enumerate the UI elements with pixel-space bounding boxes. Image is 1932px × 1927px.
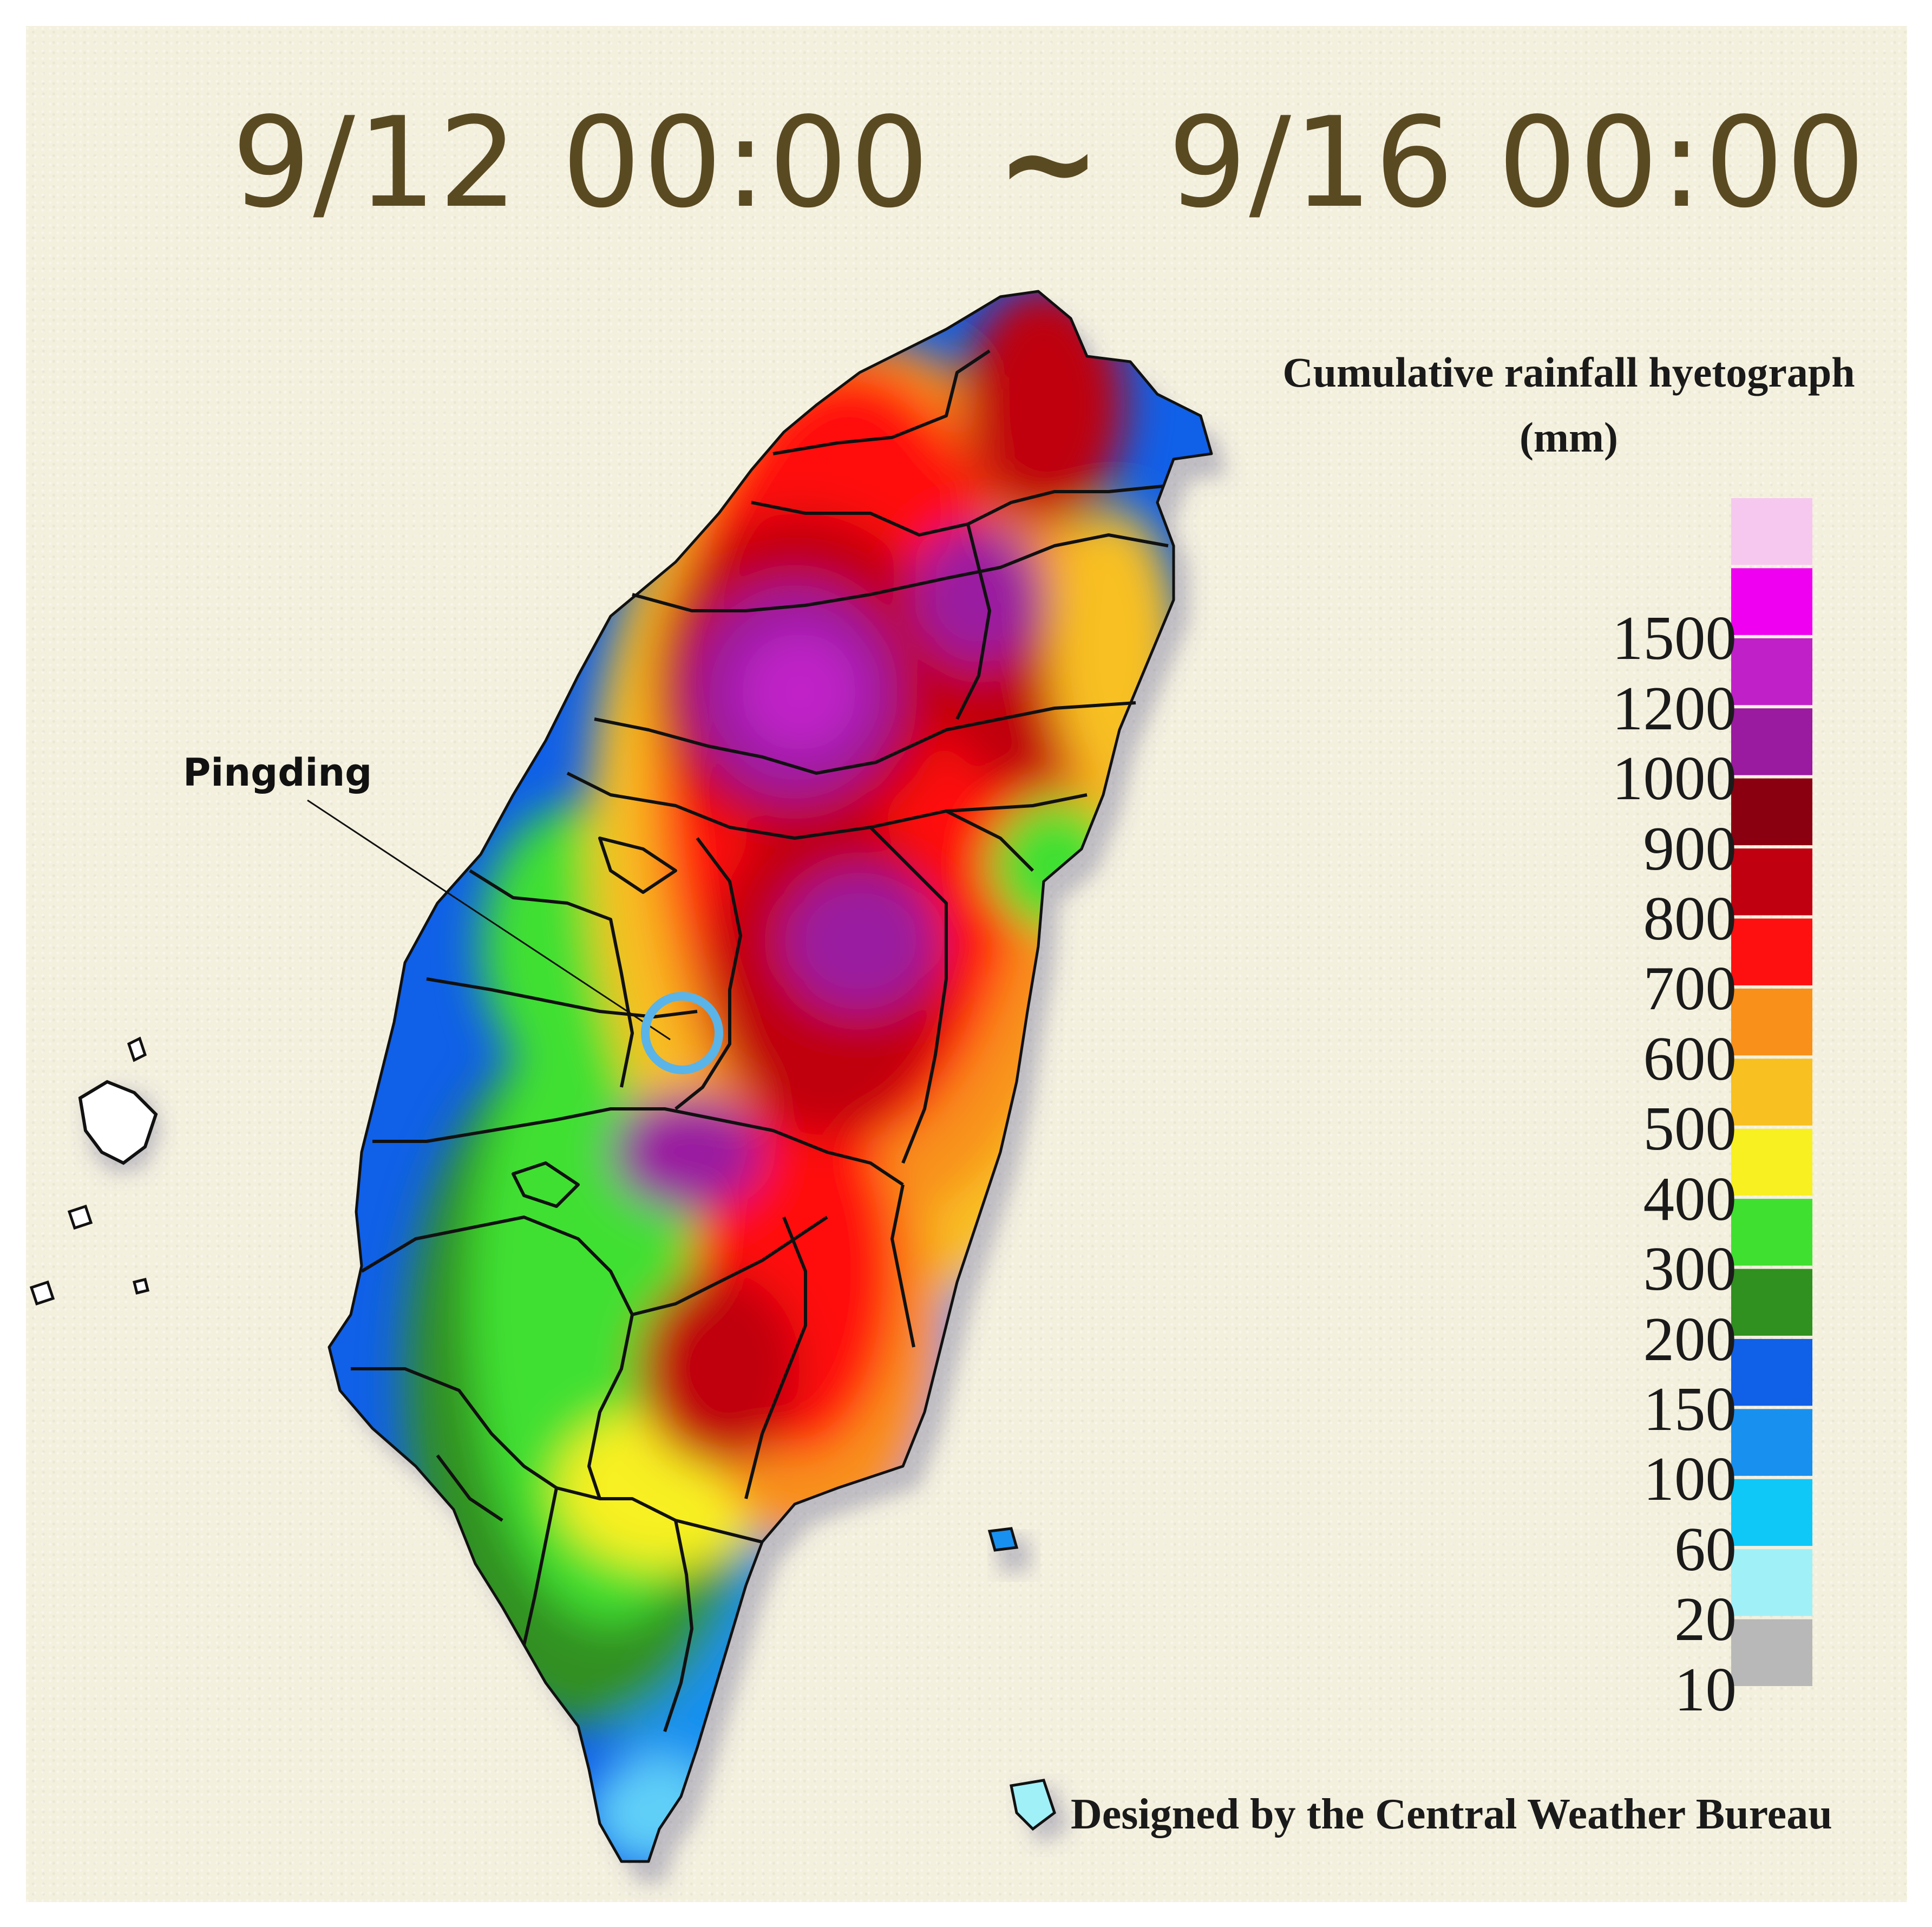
legend-swatch (1731, 1059, 1812, 1126)
legend-swatch (1731, 1338, 1812, 1406)
legend-swatch (1731, 1199, 1812, 1266)
legend-label: 1500 (1612, 604, 1737, 673)
legend-swatch (1731, 638, 1812, 706)
legend-label: 300 (1643, 1234, 1737, 1304)
legend-swatch (1731, 1409, 1812, 1476)
orchid-island (1010, 1779, 1071, 1845)
legend-swatch (1731, 498, 1812, 565)
legend-label: 700 (1643, 954, 1737, 1023)
legend-label: 500 (1643, 1094, 1737, 1164)
date-start: 9/12 00:00 (232, 91, 932, 236)
date-end: 9/16 00:00 (1168, 91, 1868, 236)
legend-label: 200 (1643, 1304, 1737, 1374)
legend-label: 20 (1674, 1585, 1737, 1654)
pingding-marker (641, 992, 723, 1074)
legend-swatch (1731, 708, 1812, 775)
legend-swatch (1731, 988, 1812, 1056)
legend-swatch (1731, 1549, 1812, 1616)
legend-title-line1: Cumulative rainfall hyetograph (1282, 349, 1855, 396)
legend-label: 1000 (1612, 744, 1737, 813)
legend-label: 10 (1674, 1655, 1737, 1724)
legend-swatch (1731, 848, 1812, 916)
legend-label: 150 (1643, 1374, 1737, 1443)
rainfall-field (329, 291, 1211, 1861)
pingding-leader-line (307, 799, 671, 1041)
legend-label: 900 (1643, 814, 1737, 883)
date-separator: ~ (996, 91, 1103, 236)
legend-swatch (1731, 1619, 1812, 1686)
rainfall-map-frame: 9/12 00:00 ~9/16 00:00 (26, 26, 1907, 1902)
legend-swatch (1731, 918, 1812, 985)
legend-label: 800 (1643, 884, 1737, 953)
legend-label: 60 (1674, 1514, 1737, 1584)
taiwan-rainfall-map (29, 290, 1228, 1883)
legend-swatch (1731, 568, 1812, 635)
legend-label: 600 (1643, 1024, 1737, 1093)
legend-swatch (1731, 1128, 1812, 1196)
county-boundaries (328, 290, 1213, 1863)
legend-title: Cumulative rainfall hyetograph (mm) (1244, 340, 1894, 470)
legend-label: 100 (1643, 1445, 1737, 1514)
legend-swatch (1731, 778, 1812, 846)
credit-text: Designed by the Central Weather Bureau (1071, 1791, 1832, 1838)
pingding-label: Pingding (183, 750, 372, 795)
legend-swatch (1731, 1479, 1812, 1546)
penghu-islands (29, 1036, 161, 1306)
legend-label: 400 (1643, 1164, 1737, 1233)
legend-title-line2: (mm) (1520, 414, 1618, 461)
legend-color-bar (1731, 498, 1812, 1686)
date-range-title: 9/12 00:00 ~9/16 00:00 (232, 91, 1865, 236)
legend-swatch (1731, 1269, 1812, 1336)
legend-label: 1200 (1612, 674, 1737, 743)
green-island (987, 1527, 1033, 1575)
